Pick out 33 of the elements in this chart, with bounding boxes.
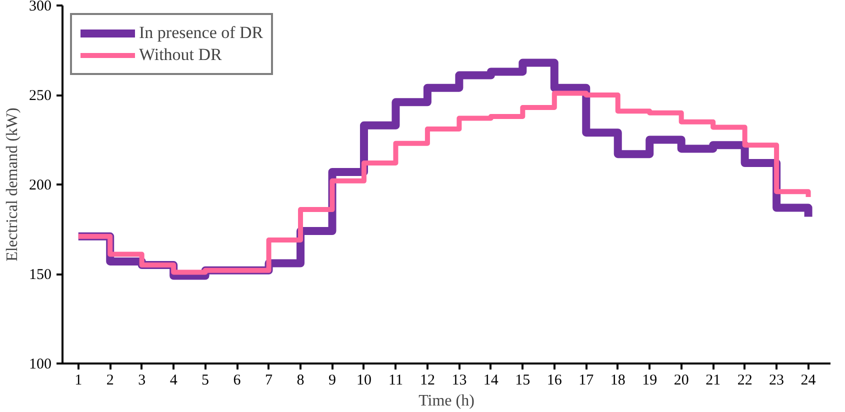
x-tick-label: 10 <box>356 372 372 388</box>
y-axis-title: Electrical demand (kW) <box>4 108 21 262</box>
y-tick-label: 300 <box>29 0 52 14</box>
x-tick-label: 2 <box>106 372 114 388</box>
x-tick-label: 9 <box>328 372 336 388</box>
x-tick-label: 6 <box>233 372 242 388</box>
x-tick-label: 11 <box>388 372 403 388</box>
x-tick-label: 19 <box>642 372 658 388</box>
x-tick-label: 14 <box>483 372 499 388</box>
x-tick-label: 8 <box>296 372 304 388</box>
x-tick-label: 23 <box>769 372 784 388</box>
x-tick-label: 5 <box>202 372 210 388</box>
x-tick-label: 16 <box>546 372 562 388</box>
x-tick-label: 17 <box>578 372 594 388</box>
legend-label: In presence of DR <box>139 23 264 43</box>
x-tick-label: 12 <box>420 372 435 388</box>
x-tick-label: 1 <box>74 372 82 388</box>
x-tick-label: 4 <box>170 372 178 388</box>
y-tick-label: 200 <box>29 178 52 194</box>
x-tick-label: 7 <box>265 372 274 388</box>
y-tick-label: 150 <box>29 267 52 283</box>
x-axis-title: Time (h) <box>418 392 474 410</box>
x-tick-label: 20 <box>674 372 689 388</box>
y-tick-label: 250 <box>29 88 52 104</box>
legend-label: Without DR <box>139 45 222 65</box>
y-tick-label: 100 <box>29 356 52 372</box>
x-tick-label: 24 <box>800 372 816 388</box>
x-tick-label: 13 <box>452 372 467 388</box>
x-tick-label: 15 <box>515 372 530 388</box>
x-tick-label: 22 <box>737 372 752 388</box>
x-tick-label: 21 <box>706 372 721 388</box>
x-tick-label: 3 <box>138 372 146 388</box>
x-tick-label: 18 <box>610 372 626 388</box>
